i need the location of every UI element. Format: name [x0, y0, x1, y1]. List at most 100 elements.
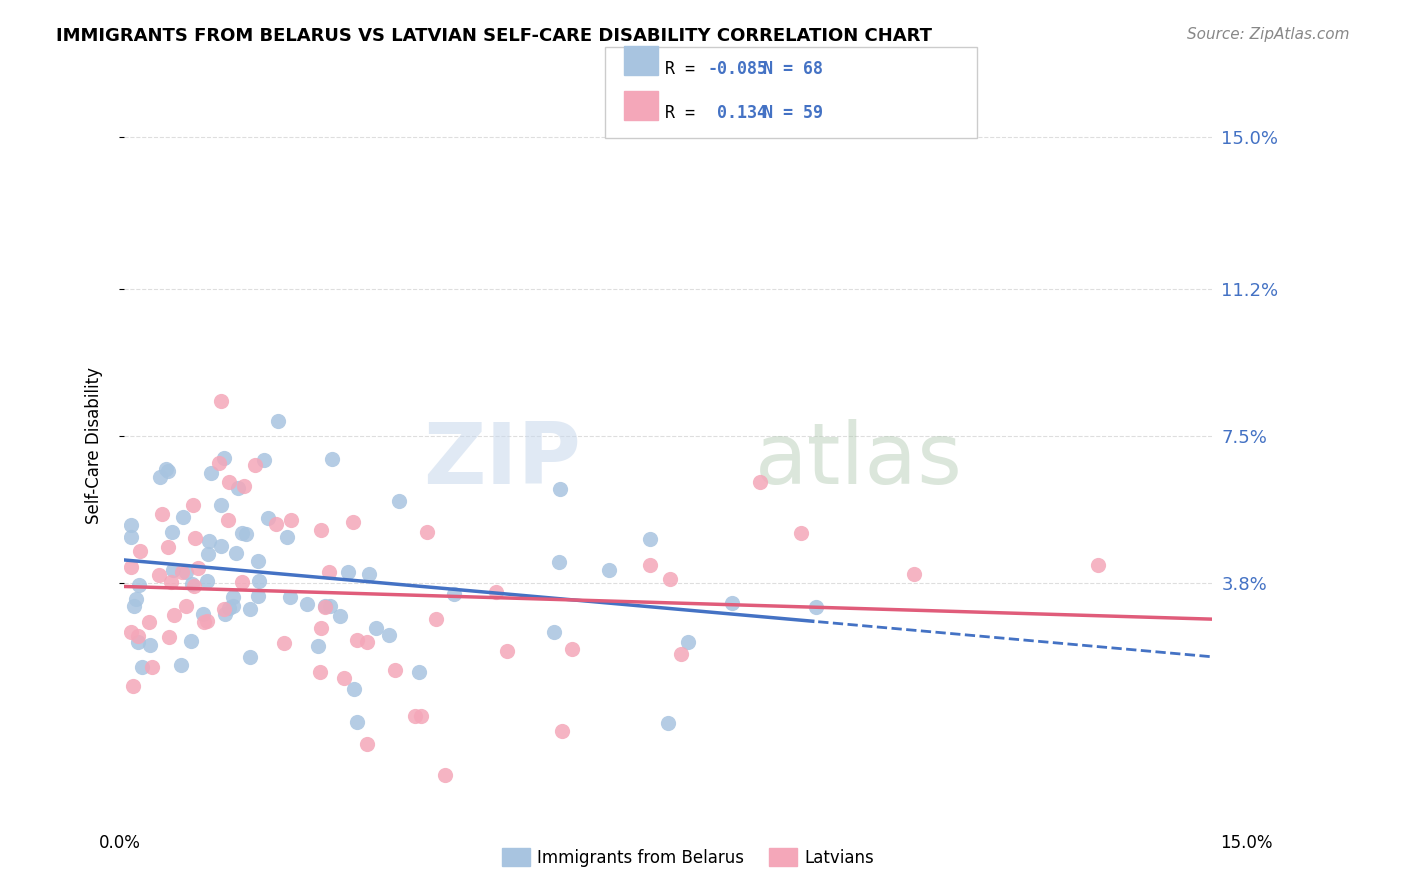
Point [200, 467, 222, 481]
Point [720, 596, 742, 610]
Text: N = 68: N = 68 [763, 60, 824, 78]
Point [247, 574, 270, 588]
Point [120, 624, 142, 639]
Point [384, 663, 406, 677]
Text: atlas: atlas [755, 419, 963, 502]
Point [543, 625, 565, 640]
Point [295, 598, 318, 612]
Point [225, 546, 247, 560]
Point [170, 565, 193, 579]
Point [319, 599, 342, 613]
Point [120, 559, 142, 574]
Text: ZIP: ZIP [423, 419, 581, 502]
Point [170, 658, 193, 673]
Point [233, 479, 256, 493]
Point [150, 507, 173, 521]
Point [222, 590, 245, 604]
Text: Immigrants from Belarus: Immigrants from Belarus [537, 849, 744, 867]
Point [174, 599, 197, 614]
Point [638, 532, 661, 546]
Text: 15.0%: 15.0% [1220, 834, 1272, 852]
Point [314, 600, 336, 615]
Point [257, 511, 280, 525]
Point [247, 589, 270, 603]
Point [184, 531, 207, 545]
Point [342, 515, 364, 529]
Point [209, 539, 232, 553]
Point [346, 632, 368, 647]
Text: N = 59: N = 59 [763, 104, 824, 122]
Point [214, 602, 236, 616]
Point [408, 665, 430, 679]
Point [387, 494, 409, 508]
Point [561, 641, 583, 656]
Point [127, 635, 149, 649]
Point [243, 458, 266, 473]
Text: Latvians: Latvians [804, 849, 875, 867]
Point [496, 644, 519, 658]
Point [181, 498, 204, 512]
Point [235, 526, 257, 541]
Point [159, 630, 181, 644]
Point [669, 647, 692, 661]
Point [676, 635, 699, 649]
Point [148, 568, 170, 582]
Point [903, 566, 925, 581]
Point [187, 561, 209, 575]
Point [657, 715, 679, 730]
Point [195, 614, 218, 628]
Point [598, 563, 620, 577]
Point [138, 615, 160, 630]
Point [139, 638, 162, 652]
Point [120, 518, 142, 533]
Text: IMMIGRANTS FROM BELARUS VS LATVIAN SELF-CARE DISABILITY CORRELATION CHART: IMMIGRANTS FROM BELARUS VS LATVIAN SELF-… [56, 27, 932, 45]
Point [276, 530, 298, 544]
Point [218, 600, 240, 615]
Text: 0.134: 0.134 [707, 104, 768, 122]
Point [638, 558, 661, 572]
Point [156, 540, 179, 554]
Point [191, 607, 214, 622]
Point [197, 547, 219, 561]
Point [321, 452, 343, 467]
Text: Source: ZipAtlas.com: Source: ZipAtlas.com [1187, 27, 1350, 42]
Point [311, 523, 333, 537]
Point [120, 531, 142, 545]
Point [416, 524, 439, 539]
Point [141, 659, 163, 673]
Point [267, 414, 290, 428]
Point [356, 737, 378, 751]
Point [484, 584, 506, 599]
Text: 0.0%: 0.0% [98, 834, 141, 852]
Point [122, 679, 145, 693]
Point [197, 534, 219, 549]
Point [125, 591, 148, 606]
Point [172, 510, 194, 524]
Point [337, 565, 360, 579]
Point [214, 607, 236, 621]
Point [174, 565, 197, 579]
Point [159, 575, 181, 590]
Point [127, 629, 149, 643]
Point [247, 554, 270, 568]
Point [378, 628, 401, 642]
Point [180, 633, 202, 648]
Point [231, 575, 253, 590]
Point [128, 578, 150, 592]
Point [443, 587, 465, 601]
Point [425, 612, 447, 626]
Point [411, 709, 433, 723]
Point [218, 475, 240, 489]
Point [162, 563, 184, 577]
Point [131, 660, 153, 674]
Point [1087, 558, 1109, 573]
Point [333, 671, 356, 685]
Point [314, 599, 336, 613]
Point [329, 608, 352, 623]
Point [212, 450, 235, 465]
Point [307, 639, 329, 653]
Point [217, 513, 239, 527]
Point [318, 566, 340, 580]
Point [280, 513, 302, 527]
Point [749, 475, 772, 489]
